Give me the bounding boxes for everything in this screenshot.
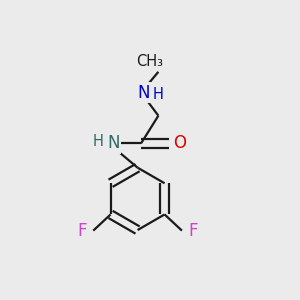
Text: N: N xyxy=(137,84,150,102)
Text: F: F xyxy=(188,222,198,240)
Text: H: H xyxy=(93,134,104,148)
Text: O: O xyxy=(173,134,186,152)
Text: CH₃: CH₃ xyxy=(136,54,163,69)
Text: N: N xyxy=(107,134,120,152)
Text: H: H xyxy=(153,87,164,102)
Text: F: F xyxy=(77,222,87,240)
